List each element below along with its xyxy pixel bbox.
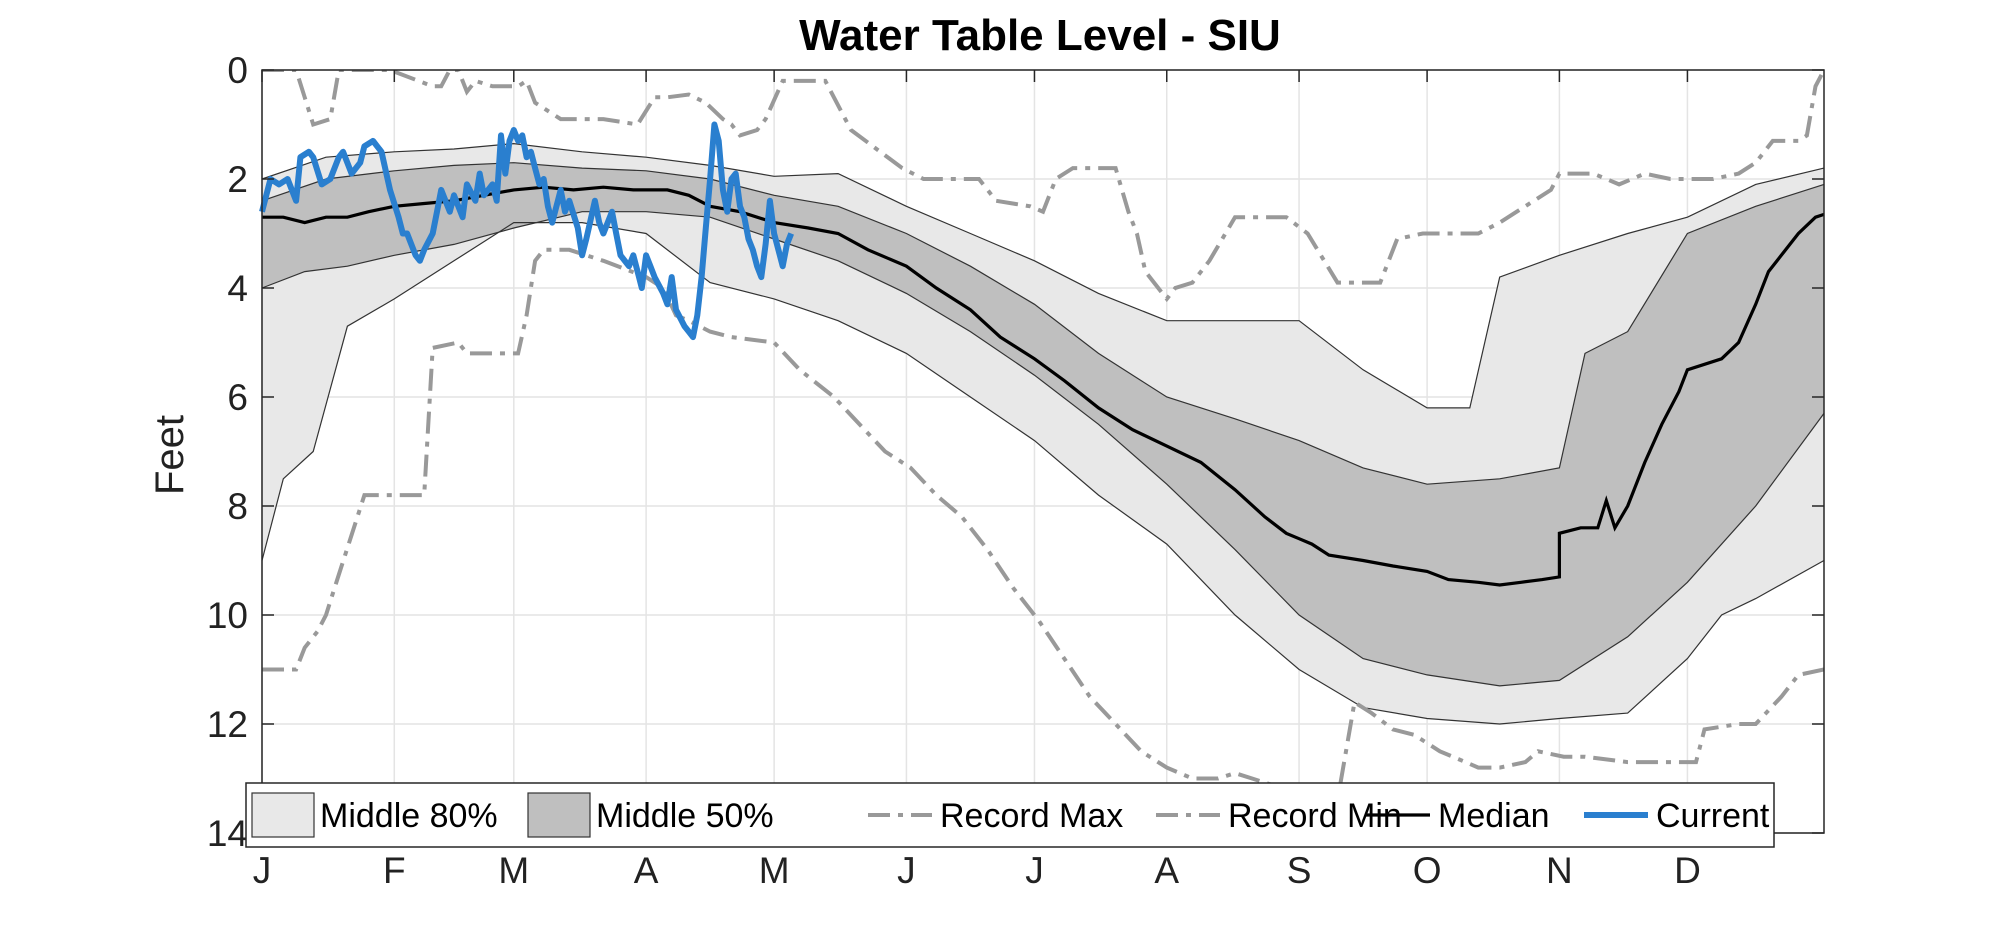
record-max-line bbox=[262, 70, 1824, 303]
x-tick-label: O bbox=[1413, 850, 1442, 891]
record-min-line bbox=[262, 247, 1824, 809]
legend-swatch-band80 bbox=[251, 792, 315, 838]
x-tick-label: J bbox=[1025, 850, 1044, 891]
x-tick-label: M bbox=[498, 850, 529, 891]
y-axis-label: Feet bbox=[148, 415, 192, 495]
legend-swatch-band50 bbox=[527, 792, 591, 838]
y-tick-label: 14 bbox=[207, 813, 248, 854]
chart-title: Water Table Level - SIU bbox=[799, 11, 1281, 60]
x-tick-label: A bbox=[634, 850, 659, 891]
legend-label-band50: Middle 50% bbox=[596, 797, 774, 835]
current-line bbox=[259, 121, 794, 341]
y-tick-label: 0 bbox=[227, 50, 248, 91]
x-tick-label: F bbox=[383, 850, 406, 891]
x-tick-label: A bbox=[1154, 850, 1179, 891]
legend-box bbox=[245, 782, 1775, 848]
legend-label-current: Current bbox=[1656, 797, 1770, 835]
x-tick-label: M bbox=[759, 850, 790, 891]
legend-label-median: Median bbox=[1438, 797, 1550, 835]
x-tick-label: N bbox=[1546, 850, 1573, 891]
band-middle-50 bbox=[262, 162, 1824, 686]
y-tick-label: 6 bbox=[227, 377, 248, 418]
y-tick-label: 2 bbox=[227, 159, 248, 200]
y-tick-label: 4 bbox=[227, 268, 248, 309]
legend: Middle 80% Middle 50% Record Max Record Min… bbox=[245, 782, 1775, 848]
x-tick-label: J bbox=[253, 850, 272, 891]
legend-label-band80: Middle 80% bbox=[320, 797, 498, 835]
x-tick-label: D bbox=[1674, 850, 1701, 891]
band-50-edge bbox=[261, 162, 1825, 485]
x-tick-label: S bbox=[1287, 850, 1312, 891]
band-50-edge bbox=[261, 211, 1825, 687]
band-80-edge bbox=[261, 222, 1825, 725]
legend-label-recmax: Record Max bbox=[940, 797, 1123, 835]
y-tick-label: 10 bbox=[207, 595, 248, 636]
y-tick-label: 8 bbox=[227, 486, 248, 527]
x-tick-label: J bbox=[897, 850, 916, 891]
y-tick-label: 12 bbox=[207, 704, 248, 745]
plot-area bbox=[259, 69, 1825, 834]
